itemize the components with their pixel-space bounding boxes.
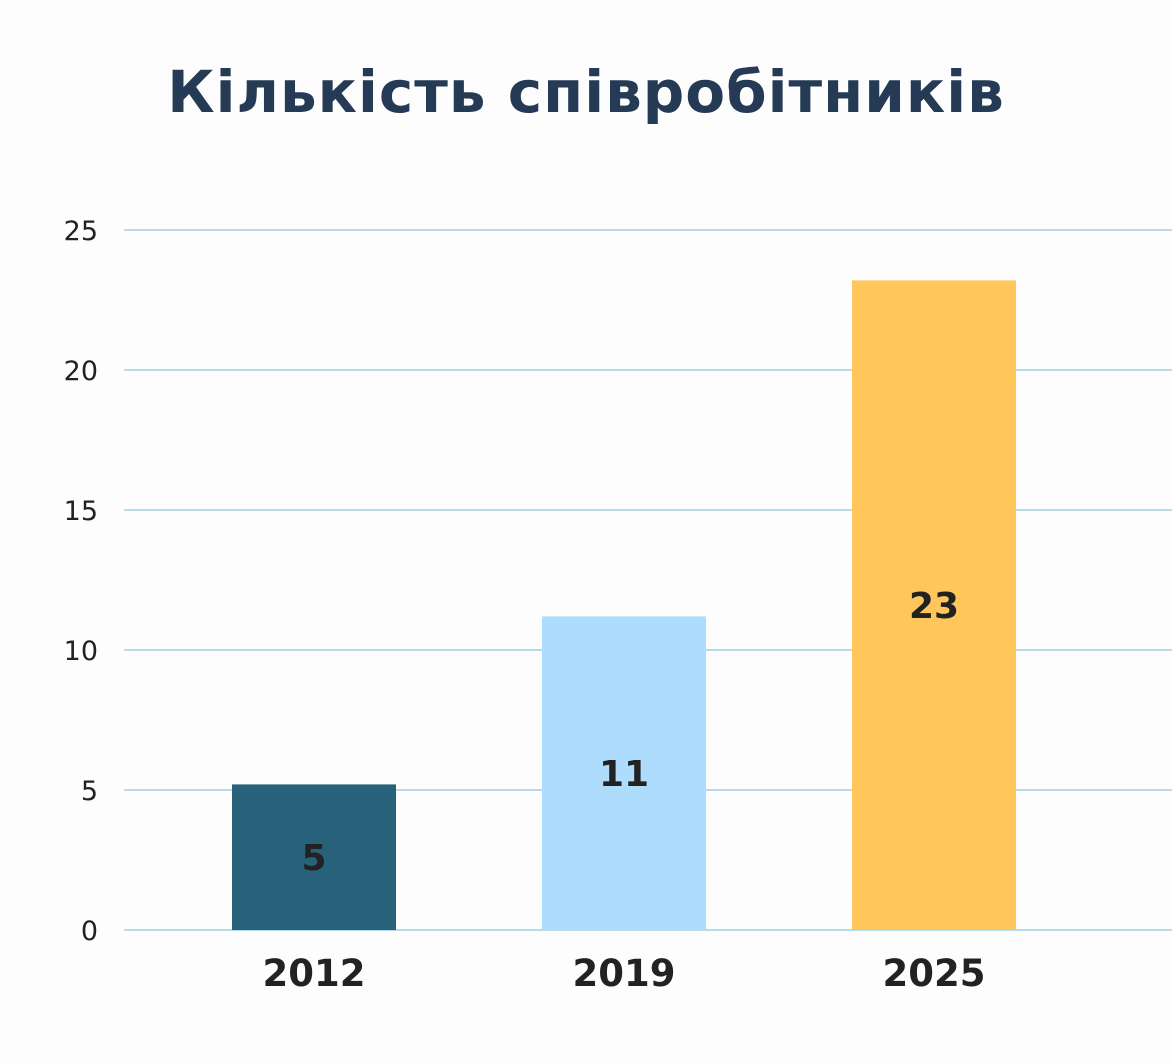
bars (232, 280, 1016, 930)
x-category-label: 2012 (263, 952, 366, 995)
y-tick-label: 20 (64, 356, 98, 387)
bar-2012 (232, 784, 396, 930)
x-category-label: 2025 (883, 952, 986, 995)
y-tick-label: 25 (64, 216, 98, 247)
bar-2025 (852, 280, 1016, 930)
bar-2019 (542, 616, 706, 930)
y-tick-label: 5 (81, 776, 98, 807)
y-tick-label: 0 (81, 916, 98, 947)
bar-value-label: 5 (301, 838, 326, 879)
chart-title: Кількість співробітників (167, 58, 1005, 126)
bar-value-label: 11 (599, 754, 649, 795)
value-labels: 5 11 23 (301, 586, 959, 879)
bar-value-label: 23 (909, 586, 959, 627)
y-tick-label: 15 (64, 496, 98, 527)
y-axis-ticks: 0 5 10 15 20 25 (64, 216, 98, 947)
y-tick-label: 10 (64, 636, 98, 667)
x-axis-categories: 2012 2019 2025 (263, 952, 986, 995)
x-category-label: 2019 (573, 952, 676, 995)
